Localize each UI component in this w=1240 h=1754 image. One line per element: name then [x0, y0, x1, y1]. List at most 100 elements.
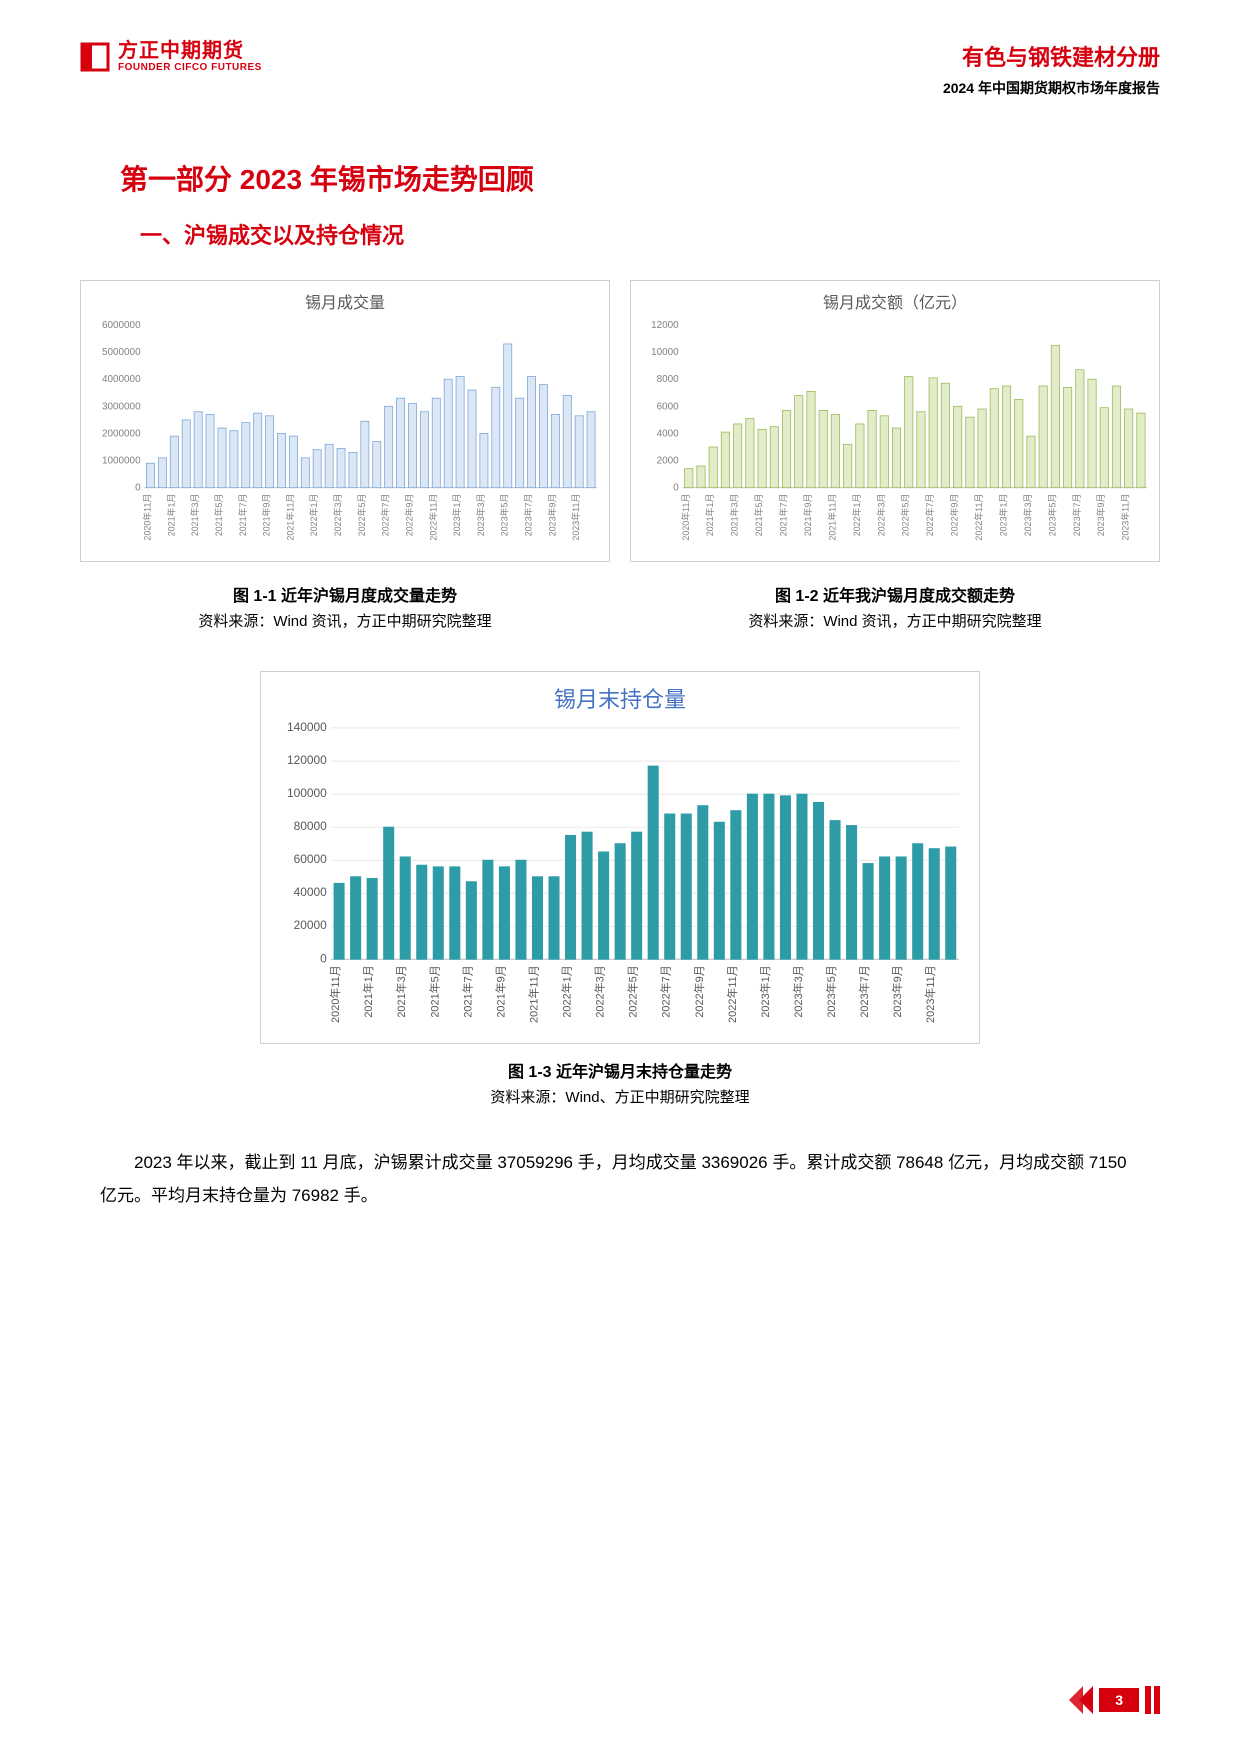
svg-text:20000: 20000 [294, 918, 328, 932]
company-logo-icon [80, 42, 110, 72]
logo-text-en: FOUNDER CIFCO FUTURES [118, 62, 262, 73]
chevron-left-icon [1065, 1686, 1093, 1714]
chart-1-svg: 0100000020000003000000400000050000006000… [87, 319, 603, 557]
svg-text:120000: 120000 [287, 753, 327, 767]
svg-text:2023年11月: 2023年11月 [1120, 494, 1131, 541]
page-footer: 3 [1065, 1686, 1160, 1714]
chart-1-title: 锡月成交量 [87, 289, 603, 313]
svg-text:2022年9月: 2022年9月 [403, 494, 414, 537]
svg-text:4000: 4000 [657, 428, 680, 439]
svg-text:2023年11月: 2023年11月 [923, 965, 937, 1023]
chart-3-caption: 图 1-3 近年沪锡月末持仓量走势 资料来源：Wind、方正中期研究院整理 [80, 1058, 1160, 1107]
svg-text:2021年9月: 2021年9月 [493, 965, 507, 1017]
svg-text:2021年1月: 2021年1月 [361, 965, 375, 1017]
chart-2-caption-source: 资料来源：Wind 资讯，方正中期研究院整理 [630, 610, 1160, 631]
chart-3-caption-source: 资料来源：Wind、方正中期研究院整理 [80, 1086, 1160, 1107]
svg-text:6000: 6000 [657, 401, 680, 412]
svg-text:2023年5月: 2023年5月 [499, 494, 510, 537]
svg-text:2023年1月: 2023年1月 [997, 494, 1008, 537]
page-header: 方正中期期货 FOUNDER CIFCO FUTURES 有色与钢铁建材分册 2… [80, 40, 1160, 98]
chart-2-box: 锡月成交额（亿元） 020004000600080001000012000202… [630, 280, 1160, 562]
svg-text:100000: 100000 [287, 786, 327, 800]
section-title: 第一部分 2023 年锡市场走势回顾 [120, 158, 1160, 198]
svg-text:10000: 10000 [651, 347, 679, 358]
chart-3-title: 锡月末持仓量 [271, 682, 969, 714]
svg-text:2022年1月: 2022年1月 [851, 494, 862, 537]
svg-text:4000000: 4000000 [102, 374, 141, 385]
svg-text:2020年11月: 2020年11月 [328, 965, 342, 1023]
logo: 方正中期期货 FOUNDER CIFCO FUTURES [80, 40, 262, 73]
svg-text:2021年7月: 2021年7月 [237, 494, 248, 537]
chart-2-caption: 图 1-2 近年我沪锡月度成交额走势 资料来源：Wind 资讯，方正中期研究院整… [630, 582, 1160, 631]
svg-text:2022年9月: 2022年9月 [949, 494, 960, 537]
captions-row-top: 图 1-1 近年沪锡月度成交量走势 资料来源：Wind 资讯，方正中期研究院整理… [80, 582, 1160, 631]
svg-text:2021年3月: 2021年3月 [189, 494, 200, 537]
svg-text:2022年7月: 2022年7月 [659, 965, 673, 1017]
svg-text:2021年1月: 2021年1月 [165, 494, 176, 537]
body-paragraph: 2023 年以来，截止到 11 月底，沪锡累计成交量 37059296 手，月均… [100, 1147, 1140, 1212]
svg-text:2023年9月: 2023年9月 [546, 494, 557, 537]
svg-text:2021年7月: 2021年7月 [460, 965, 474, 1017]
svg-text:2022年7月: 2022年7月 [380, 494, 391, 537]
svg-text:2022年9月: 2022年9月 [692, 965, 706, 1017]
svg-text:0: 0 [673, 483, 679, 494]
logo-text-cn: 方正中期期货 [118, 40, 262, 62]
chart-2-caption-title: 图 1-2 近年我沪锡月度成交额走势 [630, 582, 1160, 606]
chart-1-caption-source: 资料来源：Wind 资讯，方正中期研究院整理 [80, 610, 610, 631]
svg-text:2023年11月: 2023年11月 [570, 494, 581, 541]
header-right: 有色与钢铁建材分册 2024 年中国期货期权市场年度报告 [943, 40, 1160, 98]
svg-text:6000000: 6000000 [102, 320, 141, 331]
svg-text:2022年1月: 2022年1月 [560, 965, 574, 1017]
svg-text:0: 0 [320, 951, 327, 965]
svg-text:140000: 140000 [287, 720, 327, 734]
svg-text:2021年9月: 2021年9月 [802, 494, 813, 537]
chart-1-caption-title: 图 1-1 近年沪锡月度成交量走势 [80, 582, 610, 606]
chart-1-box: 锡月成交量 0100000020000003000000400000050000… [80, 280, 610, 562]
header-title: 有色与钢铁建材分册 [943, 40, 1160, 72]
svg-text:2021年3月: 2021年3月 [394, 965, 408, 1017]
svg-text:2022年11月: 2022年11月 [973, 494, 984, 541]
svg-text:2022年3月: 2022年3月 [875, 494, 886, 537]
svg-text:2022年5月: 2022年5月 [356, 494, 367, 537]
svg-text:2022年11月: 2022年11月 [427, 494, 438, 541]
svg-text:2022年3月: 2022年3月 [593, 965, 607, 1017]
svg-text:80000: 80000 [294, 819, 328, 833]
svg-text:5000000: 5000000 [102, 347, 141, 358]
svg-text:2021年1月: 2021年1月 [704, 494, 715, 537]
chart-3-wrap: 锡月末持仓量 0 20000 40000 60000 80000 100000 120000… [80, 671, 1160, 1044]
svg-text:2021年3月: 2021年3月 [729, 494, 740, 537]
svg-text:2020年11月: 2020年11月 [680, 494, 691, 541]
svg-text:40000: 40000 [294, 885, 328, 899]
svg-text:2022年11月: 2022年11月 [725, 965, 739, 1023]
svg-text:3000000: 3000000 [102, 401, 141, 412]
chart-2-svg: 0200040006000800010000120002020年11月2021年… [637, 319, 1153, 557]
svg-text:2022年7月: 2022年7月 [924, 494, 935, 537]
svg-text:8000: 8000 [657, 374, 680, 385]
svg-text:2022年3月: 2022年3月 [332, 494, 343, 537]
svg-text:2000: 2000 [657, 456, 680, 467]
chart-1-caption: 图 1-1 近年沪锡月度成交量走势 资料来源：Wind 资讯，方正中期研究院整理 [80, 582, 610, 631]
svg-text:2023年1月: 2023年1月 [451, 494, 462, 537]
svg-text:2000000: 2000000 [102, 428, 141, 439]
svg-text:2023年1月: 2023年1月 [758, 965, 772, 1017]
svg-text:1000000: 1000000 [102, 456, 141, 467]
svg-text:2021年7月: 2021年7月 [778, 494, 789, 537]
chart-3-caption-title: 图 1-3 近年沪锡月末持仓量走势 [80, 1058, 1160, 1082]
svg-text:2023年5月: 2023年5月 [824, 965, 838, 1017]
svg-text:2023年7月: 2023年7月 [857, 965, 871, 1017]
svg-text:2021年11月: 2021年11月 [826, 494, 837, 541]
svg-text:2023年3月: 2023年3月 [1022, 494, 1033, 537]
svg-text:2023年3月: 2023年3月 [475, 494, 486, 537]
svg-text:2021年5月: 2021年5月 [753, 494, 764, 537]
svg-text:2021年5月: 2021年5月 [213, 494, 224, 537]
svg-text:60000: 60000 [294, 852, 328, 866]
svg-text:2023年3月: 2023年3月 [791, 965, 805, 1017]
chart-2-title: 锡月成交额（亿元） [637, 289, 1153, 313]
svg-text:2022年1月: 2022年1月 [308, 494, 319, 537]
svg-text:2020年11月: 2020年11月 [142, 494, 153, 541]
svg-text:2023年9月: 2023年9月 [1095, 494, 1106, 537]
svg-text:2023年5月: 2023年5月 [1046, 494, 1057, 537]
svg-text:2021年11月: 2021年11月 [284, 494, 295, 541]
charts-row-top: 锡月成交量 0 1000000 2000000 3000000 4000000 50000… [80, 280, 1160, 562]
svg-text:2022年5月: 2022年5月 [626, 965, 640, 1017]
